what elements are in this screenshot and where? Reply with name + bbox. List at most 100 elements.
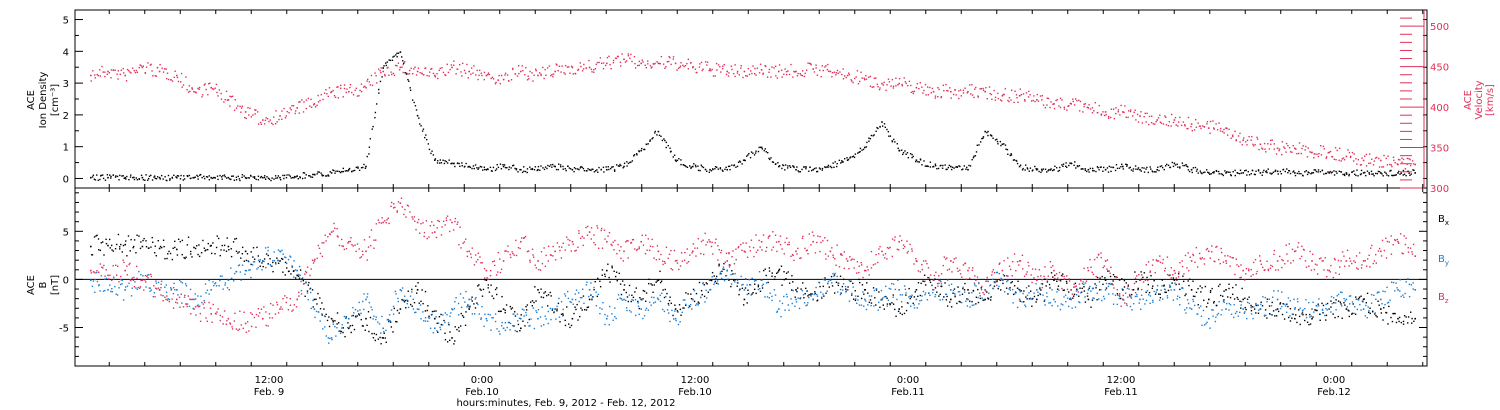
data-point xyxy=(524,325,526,327)
data-point xyxy=(977,301,980,304)
data-point xyxy=(504,309,506,312)
data-point xyxy=(245,117,247,120)
data-point xyxy=(1158,169,1160,172)
data-point xyxy=(154,74,156,77)
data-point xyxy=(250,325,253,328)
data-point xyxy=(1347,149,1349,151)
data-point xyxy=(1229,174,1232,176)
data-point xyxy=(620,298,622,300)
data-point xyxy=(1366,292,1369,295)
data-point xyxy=(919,159,922,161)
data-point xyxy=(909,297,911,300)
data-point xyxy=(1212,315,1214,317)
data-point xyxy=(917,282,920,284)
data-point xyxy=(313,298,316,301)
data-point xyxy=(272,261,274,264)
data-point xyxy=(541,262,544,265)
data-point xyxy=(416,114,419,117)
data-point xyxy=(639,297,641,299)
data-point xyxy=(526,171,528,174)
data-point xyxy=(848,72,850,74)
data-point xyxy=(1251,169,1254,172)
data-point xyxy=(296,298,298,301)
data-point xyxy=(311,176,314,178)
data-point xyxy=(449,68,451,71)
data-point xyxy=(1376,172,1379,175)
data-point xyxy=(870,134,873,137)
data-point xyxy=(1372,173,1374,175)
data-point xyxy=(277,262,280,264)
data-point xyxy=(403,301,406,303)
data-point xyxy=(1225,172,1227,174)
data-point xyxy=(1408,295,1411,298)
data-point xyxy=(262,119,264,121)
data-point xyxy=(1291,151,1293,153)
data-point xyxy=(1275,309,1277,311)
data-point xyxy=(485,317,488,320)
data-point xyxy=(1300,313,1303,315)
data-point xyxy=(643,315,646,317)
data-point xyxy=(1348,174,1350,177)
data-point xyxy=(312,299,314,302)
data-point xyxy=(1135,281,1137,283)
data-point xyxy=(607,263,609,265)
data-point xyxy=(717,168,719,170)
data-point xyxy=(608,231,611,234)
data-point xyxy=(881,121,883,123)
data-point xyxy=(621,53,623,55)
data-point xyxy=(765,274,767,277)
data-point xyxy=(632,299,634,302)
data-point xyxy=(131,67,134,69)
data-point xyxy=(1198,307,1200,309)
data-point xyxy=(588,231,591,233)
data-point xyxy=(897,279,899,281)
data-point xyxy=(460,71,462,73)
data-point xyxy=(1325,314,1328,317)
data-point xyxy=(926,299,929,301)
data-point xyxy=(692,165,694,168)
data-point xyxy=(1084,282,1087,284)
data-point xyxy=(1230,137,1232,139)
data-point xyxy=(611,313,613,315)
data-point xyxy=(901,294,903,296)
data-point xyxy=(860,297,863,300)
data-point xyxy=(567,165,569,167)
data-point xyxy=(267,325,269,327)
data-point xyxy=(419,304,422,306)
data-point xyxy=(812,168,814,171)
data-point xyxy=(137,286,140,289)
data-point xyxy=(299,269,302,271)
data-point xyxy=(1401,161,1403,163)
data-point xyxy=(506,166,508,169)
data-point xyxy=(384,337,386,339)
data-point xyxy=(327,236,329,238)
data-point xyxy=(665,295,667,298)
data-point xyxy=(1414,317,1416,320)
data-point xyxy=(1082,111,1084,113)
data-point xyxy=(258,312,261,314)
data-point xyxy=(206,320,209,323)
data-point xyxy=(395,320,397,323)
data-point xyxy=(986,280,988,282)
data-point xyxy=(451,337,453,339)
data-point xyxy=(975,296,978,298)
data-point xyxy=(1353,153,1355,155)
data-point xyxy=(439,67,441,70)
data-point xyxy=(1033,295,1036,298)
data-point xyxy=(212,303,214,306)
data-point xyxy=(549,307,552,310)
data-point xyxy=(366,296,368,298)
data-point xyxy=(947,90,949,92)
data-point xyxy=(1045,285,1047,287)
data-point xyxy=(483,267,486,270)
data-point xyxy=(1246,317,1248,320)
data-point xyxy=(239,179,241,182)
data-point xyxy=(377,219,380,221)
data-point xyxy=(597,247,600,249)
data-point xyxy=(1262,171,1264,173)
data-point xyxy=(308,175,310,177)
data-point xyxy=(407,78,409,81)
data-point xyxy=(1197,172,1199,174)
data-point xyxy=(901,85,903,87)
data-point xyxy=(542,66,544,69)
